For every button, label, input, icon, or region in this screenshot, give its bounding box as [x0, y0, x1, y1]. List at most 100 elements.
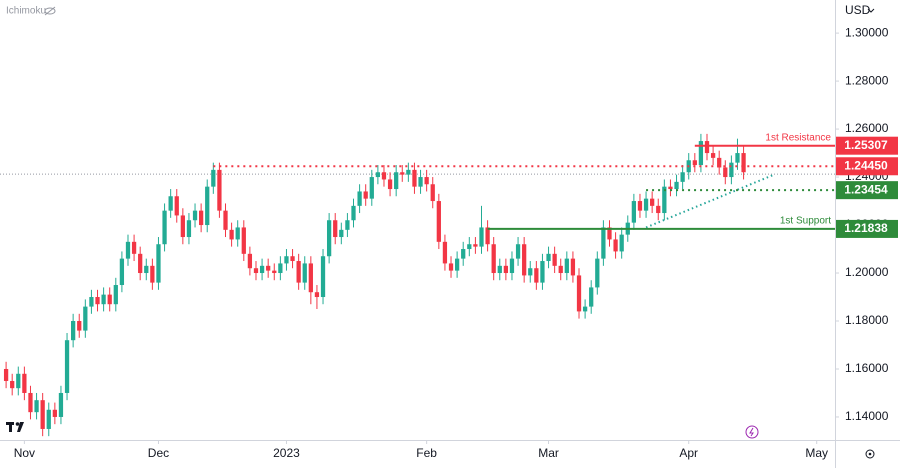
candle-body	[28, 392, 33, 413]
candle-body	[479, 227, 484, 247]
candle-body	[198, 210, 204, 226]
candle-body	[217, 169, 222, 211]
level-label-box	[836, 219, 898, 238]
trendline	[645, 173, 775, 229]
candle-body	[430, 184, 435, 202]
candle-body	[180, 215, 185, 238]
indicator-label: Ichimoku	[6, 6, 46, 17]
candle-body	[710, 153, 716, 158]
candle-body	[564, 258, 569, 274]
candle-body	[442, 241, 448, 264]
candle-body	[205, 186, 210, 226]
currency-label[interactable]: USD	[845, 3, 871, 17]
candle-body	[333, 220, 338, 238]
candle-body	[454, 258, 460, 271]
candle-body	[278, 263, 283, 274]
candle-body	[717, 157, 722, 168]
candle-body	[284, 256, 289, 264]
candle-body	[351, 205, 356, 221]
x-tick-label: Mar	[538, 446, 559, 460]
candle-body	[89, 297, 94, 307]
level-name: 1st Resistance	[765, 132, 831, 143]
candle-body	[540, 261, 545, 283]
candle-body	[637, 201, 643, 211]
candle-body	[357, 191, 362, 206]
eye-icon[interactable]	[44, 6, 56, 16]
candle-body	[601, 227, 606, 259]
events-icon[interactable]	[745, 425, 759, 439]
candle-body	[643, 198, 649, 211]
dropdown-icon[interactable]	[867, 8, 875, 13]
candle-body	[211, 169, 216, 187]
candle-body	[113, 285, 118, 305]
y-tick-label: 1.16000	[845, 361, 889, 375]
candle-body	[381, 172, 387, 180]
candle-body	[570, 258, 576, 276]
candle-body	[308, 263, 313, 293]
candle-body	[16, 373, 21, 389]
candle-body	[168, 196, 173, 211]
level-label: 1.21838	[844, 221, 888, 235]
candle-body	[387, 179, 393, 190]
candle-body	[595, 258, 600, 288]
candle-body	[668, 186, 673, 190]
candle-body	[607, 227, 612, 240]
candle-body	[71, 321, 76, 341]
candle-body	[534, 268, 539, 283]
candle-body	[235, 227, 240, 240]
candle-body	[339, 229, 344, 238]
candle-body	[119, 258, 125, 286]
candle-body	[363, 191, 368, 199]
candle-body	[320, 256, 326, 298]
candle-body	[290, 256, 295, 262]
candle-body	[10, 380, 15, 389]
candle-body	[729, 162, 734, 178]
candle-body	[375, 172, 381, 178]
candle-body	[131, 241, 137, 254]
candle-body	[704, 141, 710, 154]
candle-body	[576, 275, 582, 312]
candle-body	[436, 201, 441, 242]
candle-body	[485, 227, 490, 245]
x-tick-label: Dec	[148, 446, 169, 460]
candle-body	[448, 263, 454, 271]
candle-body	[174, 196, 179, 216]
candle-body	[125, 241, 131, 259]
candle-body	[552, 253, 557, 266]
y-tick-label: 1.18000	[845, 313, 889, 327]
candle-body	[680, 172, 685, 182]
candle-body	[589, 287, 594, 307]
candle-body	[692, 160, 697, 166]
candle-body	[138, 253, 143, 274]
candle-body	[546, 253, 551, 262]
candle-body	[34, 400, 39, 413]
candle-body	[467, 244, 472, 250]
candle-body	[46, 409, 51, 429]
candle-body	[192, 210, 198, 221]
candle-body	[461, 249, 466, 259]
candle-body	[522, 244, 527, 276]
candle-body	[509, 258, 515, 274]
candle-body	[662, 186, 667, 214]
candle-body	[656, 205, 661, 214]
tv-logo[interactable]	[6, 422, 24, 432]
candle-body	[77, 321, 82, 331]
y-tick-label: 1.26000	[845, 121, 889, 135]
candle-body	[272, 270, 277, 274]
level-label: 1.23454	[844, 182, 888, 196]
candle-body	[156, 244, 161, 283]
x-tick-label: Apr	[679, 446, 698, 460]
y-tick-label: 1.14000	[845, 409, 889, 423]
settings-icon[interactable]	[865, 449, 875, 459]
candle-body	[345, 220, 350, 230]
candle-body	[528, 268, 533, 276]
level-name: 1st Support	[780, 216, 831, 227]
candle-body	[247, 253, 253, 269]
candle-body	[40, 400, 45, 429]
x-tick-label: Feb	[416, 446, 437, 460]
candle-body	[558, 265, 563, 274]
candle-body	[582, 306, 588, 312]
candle-body	[473, 244, 478, 247]
